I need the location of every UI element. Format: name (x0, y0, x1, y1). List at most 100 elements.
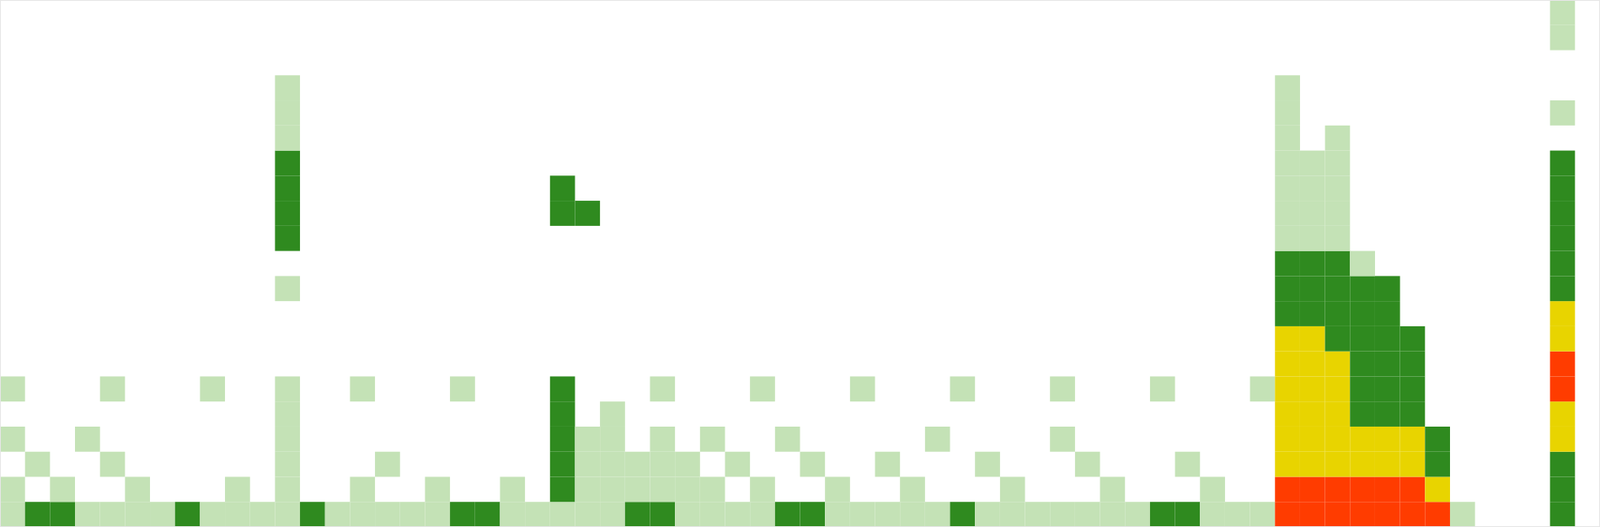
cell (349, 476, 375, 502)
cell (449, 501, 476, 527)
cell (1550, 326, 1576, 352)
cell (1300, 175, 1326, 201)
cell (800, 501, 826, 527)
cell (1375, 275, 1401, 301)
cell (100, 375, 126, 402)
cell (1325, 476, 1351, 502)
cell (524, 501, 551, 527)
cell (875, 451, 901, 477)
cell (1100, 476, 1126, 502)
cell (824, 476, 851, 502)
cell (1349, 426, 1376, 452)
cell (1325, 225, 1351, 252)
cell (649, 426, 675, 452)
cell (449, 375, 476, 402)
plot-frame (0, 0, 1600, 527)
cell (1325, 501, 1351, 527)
cell (899, 476, 926, 502)
cell (1300, 150, 1326, 177)
cell (1550, 200, 1576, 226)
cell (899, 501, 926, 527)
cell (649, 451, 675, 477)
cell (74, 426, 101, 452)
cell (1349, 351, 1376, 377)
cell (550, 375, 576, 402)
cell (0, 501, 26, 527)
cell (1300, 375, 1326, 402)
cell (1400, 476, 1426, 502)
cell (1550, 426, 1576, 452)
cell (1300, 401, 1326, 427)
cell (674, 501, 701, 527)
cell (124, 501, 150, 527)
cell (1325, 326, 1351, 352)
cell (1400, 401, 1426, 427)
cell (1550, 300, 1576, 327)
cell (424, 476, 450, 502)
cell (274, 501, 300, 527)
cell (1375, 501, 1401, 527)
cell (574, 451, 600, 477)
cell (1550, 501, 1576, 527)
cell (274, 74, 300, 101)
cell (599, 451, 626, 477)
cell (599, 476, 626, 502)
cell (1424, 451, 1451, 477)
cell (1375, 351, 1401, 377)
cell (649, 501, 675, 527)
cell (649, 476, 675, 502)
cell (1124, 501, 1151, 527)
cell (625, 451, 651, 477)
cell (800, 451, 826, 477)
cell (724, 501, 750, 527)
cell (749, 375, 776, 402)
cell (100, 451, 126, 477)
cell (599, 401, 626, 427)
cell (1274, 74, 1301, 101)
cell (1400, 426, 1426, 452)
cell (1400, 351, 1426, 377)
cell (175, 501, 201, 527)
cell (1375, 426, 1401, 452)
cell (674, 451, 701, 477)
cell (1075, 501, 1101, 527)
cell (775, 501, 801, 527)
cell (1300, 275, 1326, 301)
cell (1325, 150, 1351, 177)
cell (1424, 501, 1451, 527)
cell (424, 501, 450, 527)
cell (25, 501, 51, 527)
cell (1300, 300, 1326, 327)
cell (1349, 275, 1376, 301)
cell (550, 476, 576, 502)
cell (1325, 351, 1351, 377)
cell (700, 426, 726, 452)
cell (1450, 501, 1476, 527)
cell (400, 501, 426, 527)
cell (149, 501, 176, 527)
cell (1550, 476, 1576, 502)
cell (1349, 451, 1376, 477)
cell (775, 426, 801, 452)
cell (1300, 476, 1326, 502)
cell (349, 501, 375, 527)
cell (49, 501, 75, 527)
cell (749, 476, 776, 502)
cell (499, 501, 525, 527)
cell (274, 426, 300, 452)
cell (1274, 300, 1301, 327)
cell (1250, 501, 1276, 527)
cell (550, 501, 576, 527)
cell (499, 476, 525, 502)
cell (1325, 200, 1351, 226)
cell (1325, 251, 1351, 277)
cell (1274, 375, 1301, 402)
cell (1325, 125, 1351, 151)
cell (1400, 375, 1426, 402)
cell (475, 501, 501, 527)
cell (550, 401, 576, 427)
cells (0, 0, 1575, 527)
cell (274, 200, 300, 226)
cell (274, 476, 300, 502)
cell (1100, 501, 1126, 527)
